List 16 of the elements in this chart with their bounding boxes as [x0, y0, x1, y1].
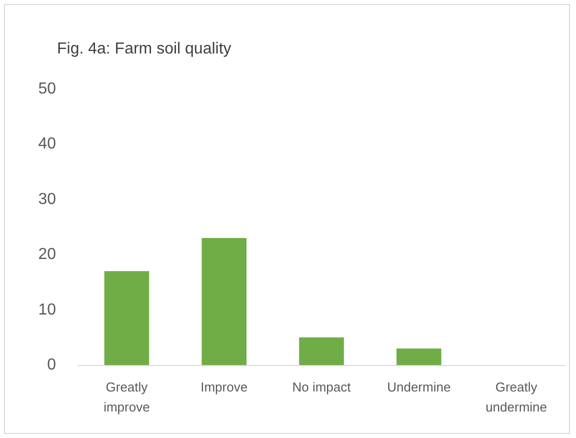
y-tick-label: 20 [38, 246, 56, 264]
x-tick-label: Greatly improve [104, 380, 150, 414]
chart-title: Fig. 4a: Farm soil quality [57, 40, 232, 58]
y-tick-label: 30 [38, 190, 56, 208]
bar [202, 238, 246, 365]
y-tick-label: 40 [38, 136, 56, 153]
x-tick-label: Improve [200, 380, 248, 394]
bar [299, 337, 344, 365]
x-tick-label: Greatly undermine [486, 380, 548, 414]
x-tick-label: Undermine [387, 380, 451, 394]
bar [396, 348, 442, 365]
y-tick-label: 0 [47, 356, 56, 374]
x-tick-label: No impact [292, 380, 352, 394]
y-tick-label: 10 [38, 301, 56, 318]
y-tick-label: 50 [38, 80, 56, 98]
bar [104, 271, 150, 365]
